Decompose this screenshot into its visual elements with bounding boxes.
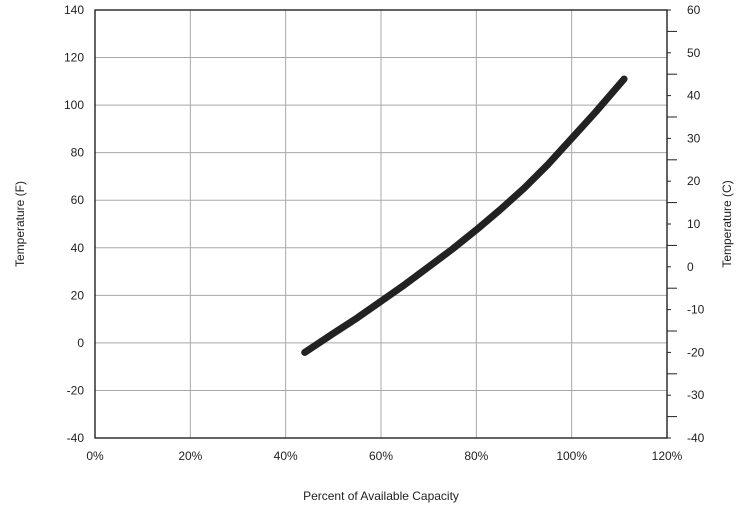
series-layer bbox=[301, 75, 628, 356]
grid-lines bbox=[95, 10, 667, 438]
x-tick-label: 120% bbox=[652, 449, 683, 463]
y-tick-label: 20 bbox=[71, 288, 85, 302]
y-tick-label: -20 bbox=[67, 383, 85, 397]
y-tick-label: 40 bbox=[71, 241, 85, 255]
x-tick-label: 20% bbox=[178, 449, 202, 463]
x-axis-tick-labels: 0% 20% 40% 60% 80% 100% 120% bbox=[86, 449, 682, 463]
series-line-0 bbox=[301, 75, 628, 356]
x-tick-label: 0% bbox=[86, 449, 104, 463]
y2-tick-label: -40 bbox=[687, 431, 705, 445]
x-tick-label: 60% bbox=[369, 449, 393, 463]
y2-axis-label: Temperature (C) bbox=[720, 180, 734, 267]
x-tick-label: 80% bbox=[464, 449, 488, 463]
right-axis-minor-ticks bbox=[667, 9, 677, 439]
y-tick-label: 0 bbox=[77, 336, 84, 350]
y-tick-label: 140 bbox=[64, 3, 84, 17]
plot-frame bbox=[94, 9, 668, 439]
x-axis-label: Percent of Available Capacity bbox=[303, 489, 459, 503]
y-axis-tick-labels: -40 -20 0 20 40 60 80 100 120 140 bbox=[64, 3, 84, 445]
y2-tick-label: 30 bbox=[687, 131, 701, 145]
y2-tick-label: -30 bbox=[687, 388, 705, 402]
y-tick-label: 80 bbox=[71, 146, 85, 160]
y-tick-label: 60 bbox=[71, 193, 85, 207]
y2-tick-label: 60 bbox=[687, 3, 701, 17]
y-tick-label: -40 bbox=[67, 431, 85, 445]
y2-axis-tick-labels: -40 -30 -20 -10 0 10 20 30 40 50 60 bbox=[687, 3, 705, 445]
x-tick-label: 40% bbox=[274, 449, 298, 463]
y2-tick-label: 50 bbox=[687, 46, 701, 60]
y2-tick-label: -10 bbox=[687, 303, 705, 317]
y-axis-label: Temperature (F) bbox=[13, 181, 27, 267]
y2-tick-label: 20 bbox=[687, 174, 701, 188]
y2-tick-label: 40 bbox=[687, 89, 701, 103]
y2-tick-label: 10 bbox=[687, 217, 701, 231]
x-tick-label: 100% bbox=[556, 449, 587, 463]
y2-tick-label: -20 bbox=[687, 345, 705, 359]
y-tick-label: 120 bbox=[64, 51, 84, 65]
y-tick-label: 100 bbox=[64, 98, 84, 112]
y2-tick-label: 0 bbox=[687, 260, 694, 274]
